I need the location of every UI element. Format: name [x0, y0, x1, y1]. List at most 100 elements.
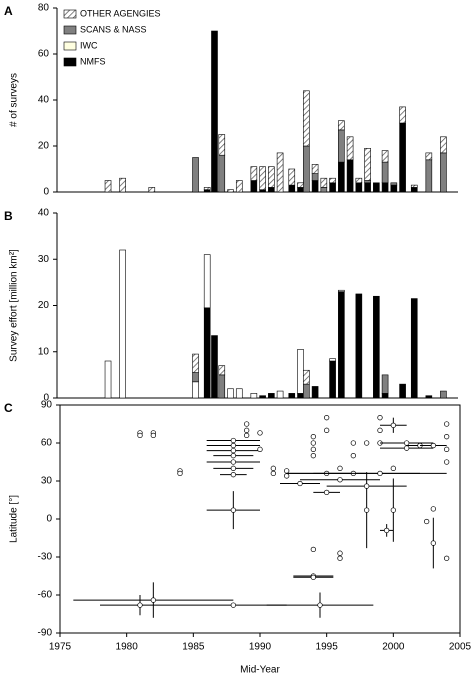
- point: [430, 506, 436, 512]
- bar-segment: [211, 30, 218, 193]
- point: [444, 446, 450, 452]
- legend-label: IWC: [80, 40, 98, 50]
- y-tick-label: 90: [41, 400, 53, 411]
- bar-segment: [311, 164, 319, 174]
- x-tick-label: 1980: [116, 642, 139, 653]
- bar-segment: [364, 148, 371, 181]
- point: [137, 602, 143, 608]
- bar-segment: [303, 383, 310, 399]
- bar-segment: [410, 187, 418, 193]
- point: [310, 546, 316, 553]
- y-axis-label: Latitude [°]: [9, 495, 20, 543]
- point: [310, 574, 316, 580]
- x-tick-label: 1995: [316, 642, 339, 653]
- bar-segment: [276, 152, 284, 193]
- bar-segment: [311, 180, 319, 193]
- point: [444, 555, 450, 561]
- bar-segment: [259, 166, 266, 190]
- bar-segment: [355, 177, 363, 184]
- y-tick-label: 10: [38, 346, 50, 357]
- bar-segment: [276, 390, 284, 399]
- point: [150, 597, 156, 603]
- bar-segment: [218, 134, 226, 156]
- y-tick-label: 40: [38, 208, 50, 219]
- bar-segment: [259, 189, 266, 193]
- x-tick-label: 1990: [249, 642, 272, 653]
- point: [310, 440, 316, 446]
- point: [230, 453, 236, 459]
- bar-segment: [288, 184, 296, 193]
- point: [324, 415, 330, 421]
- bar-segment: [381, 182, 389, 193]
- y-tick-label: 30: [41, 476, 53, 487]
- point: [390, 465, 396, 471]
- bar-segment: [203, 189, 211, 193]
- y-tick-label: 40: [38, 95, 50, 106]
- point: [430, 442, 436, 449]
- bar-segment: [148, 187, 156, 193]
- bar-segment: [390, 184, 398, 193]
- point: [377, 415, 383, 421]
- bar-segment: [425, 395, 433, 399]
- point: [284, 468, 290, 474]
- bar-segment: [218, 365, 226, 376]
- legend-label: NMFS: [80, 56, 106, 66]
- legend-label: SCANS & NASS: [80, 24, 147, 34]
- bar-segment: [311, 386, 319, 399]
- bar-segment: [329, 177, 336, 184]
- bar-segment: [297, 187, 304, 193]
- point: [377, 427, 383, 433]
- bar-segment: [203, 307, 211, 399]
- bar-segment: [329, 182, 336, 193]
- point: [337, 477, 343, 483]
- bar-segment: [203, 187, 211, 190]
- point: [390, 507, 396, 513]
- point: [270, 465, 276, 471]
- bar-segment: [390, 182, 398, 186]
- y-tick-label: -60: [38, 590, 53, 601]
- bar-segment: [192, 381, 199, 399]
- y-tick-label: 0: [43, 187, 49, 198]
- bar-segment: [399, 383, 406, 399]
- point: [317, 602, 323, 608]
- point: [230, 507, 236, 513]
- bar-segment: [338, 289, 345, 292]
- bar-segment: [399, 106, 406, 124]
- bar-segment: [218, 374, 226, 399]
- bar-segment: [288, 393, 296, 399]
- x-tick-label: 2000: [382, 642, 405, 653]
- bar-segment: [338, 129, 345, 163]
- bar-segment: [218, 154, 226, 193]
- bar-segment: [268, 393, 275, 399]
- bar-segment: [288, 168, 296, 186]
- point: [284, 473, 290, 479]
- bar-segment: [259, 395, 266, 399]
- bar-segment: [320, 187, 328, 193]
- panel-label: B: [4, 209, 13, 223]
- point: [137, 432, 143, 439]
- point: [177, 470, 183, 477]
- y-tick-label: 20: [38, 300, 50, 311]
- point: [377, 470, 383, 477]
- point: [230, 472, 236, 478]
- bar-segment: [373, 182, 380, 193]
- point: [324, 489, 330, 496]
- bar-segment: [227, 388, 234, 399]
- legend-swatch: [63, 25, 77, 35]
- x-tick-label: 1975: [49, 642, 72, 653]
- legend-swatch: [63, 9, 77, 19]
- bar-segment: [425, 152, 433, 161]
- point: [337, 550, 343, 556]
- point: [310, 446, 316, 452]
- point: [337, 555, 343, 561]
- point: [350, 453, 356, 459]
- panel-label: A: [4, 4, 13, 18]
- point: [310, 434, 316, 440]
- point: [324, 427, 330, 433]
- point: [230, 442, 236, 449]
- bar-segment: [250, 393, 258, 399]
- point: [230, 447, 236, 454]
- panel-label: C: [4, 401, 13, 415]
- bar-segment: [399, 122, 406, 193]
